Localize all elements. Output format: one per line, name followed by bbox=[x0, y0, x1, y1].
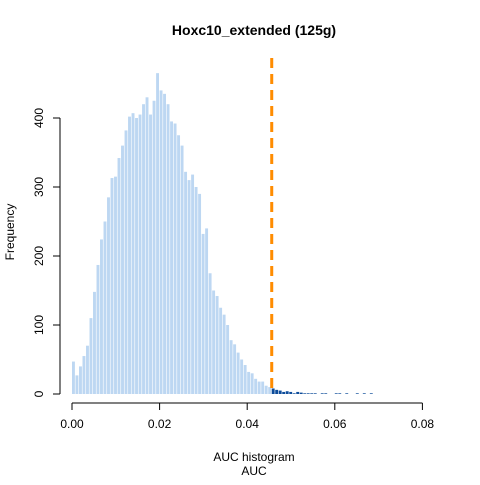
histogram-bar bbox=[152, 100, 156, 394]
histogram-bar bbox=[212, 290, 216, 394]
histogram-bar bbox=[250, 373, 254, 394]
y-axis-label: Frequency bbox=[3, 204, 17, 261]
histogram-bar bbox=[222, 314, 226, 394]
histogram-bar bbox=[198, 193, 202, 394]
histogram-bar bbox=[170, 121, 174, 394]
histogram-bar bbox=[369, 393, 373, 394]
histogram-bar bbox=[145, 97, 149, 395]
histogram-bar bbox=[180, 145, 184, 394]
histogram-bar bbox=[96, 264, 100, 394]
histogram-bar bbox=[299, 392, 303, 394]
histogram-bar bbox=[114, 176, 117, 394]
histogram-bar bbox=[194, 187, 198, 394]
histogram-bar bbox=[103, 221, 107, 394]
x-tick-label: 0.06 bbox=[323, 417, 347, 431]
y-axis: 0 100 200 300 400 bbox=[32, 108, 61, 397]
histogram-bar bbox=[191, 174, 195, 394]
histogram-bar bbox=[156, 73, 159, 395]
x-tick-label: 0.02 bbox=[148, 417, 172, 431]
histogram-bar bbox=[149, 114, 152, 395]
histogram-bar bbox=[138, 114, 142, 395]
histogram-bar bbox=[285, 391, 289, 394]
histogram-bar bbox=[187, 180, 191, 394]
y-tick-label: 0 bbox=[32, 390, 46, 397]
histogram-bar bbox=[261, 381, 265, 394]
histogram-bar bbox=[324, 393, 328, 394]
histogram-bar bbox=[107, 197, 110, 394]
histogram-bar bbox=[82, 356, 86, 394]
histogram-bar bbox=[268, 387, 272, 394]
histogram-bar bbox=[226, 325, 230, 394]
histogram-bar bbox=[184, 171, 188, 394]
histogram-bar bbox=[254, 378, 258, 394]
histogram-bar bbox=[219, 307, 223, 394]
x-tick-label: 0.00 bbox=[60, 417, 84, 431]
x-tick-label: 0.04 bbox=[236, 417, 260, 431]
histogram-bars bbox=[72, 73, 373, 395]
y-tick-label: 400 bbox=[32, 108, 46, 128]
histogram-bar bbox=[110, 178, 114, 394]
histogram-bar bbox=[362, 393, 366, 394]
y-tick-label: 200 bbox=[32, 246, 46, 266]
histogram-bar bbox=[135, 118, 138, 394]
histogram-bar bbox=[124, 130, 128, 395]
histogram-bar bbox=[296, 391, 300, 394]
histogram-bar bbox=[233, 344, 237, 394]
x-axis: 0.00 0.02 0.04 0.06 0.08 bbox=[60, 402, 435, 431]
histogram-bar bbox=[236, 352, 240, 394]
histogram-bar bbox=[275, 389, 279, 394]
histogram-bar bbox=[289, 391, 293, 394]
histogram-bar bbox=[229, 340, 233, 394]
histogram-bar bbox=[100, 239, 103, 394]
x-tick-label: 0.08 bbox=[411, 417, 435, 431]
histogram-bar bbox=[306, 393, 310, 394]
y-tick-label: 300 bbox=[32, 177, 46, 197]
histogram-bar bbox=[257, 381, 261, 394]
histogram-bar bbox=[89, 318, 93, 394]
histogram-bar bbox=[303, 393, 307, 394]
histogram-bar bbox=[313, 393, 317, 394]
x-axis-sublabel: AUC bbox=[241, 464, 267, 478]
histogram-bar bbox=[310, 393, 314, 394]
histogram-bar bbox=[86, 345, 89, 394]
histogram-bar bbox=[205, 228, 209, 394]
histogram-bar bbox=[247, 371, 251, 394]
histogram-bar bbox=[93, 291, 96, 394]
histogram-bar bbox=[338, 393, 342, 394]
histogram-bar bbox=[79, 366, 82, 394]
histogram-bar bbox=[334, 393, 338, 394]
histogram-bar bbox=[292, 393, 296, 394]
histogram-bar bbox=[128, 116, 131, 395]
histogram-bar bbox=[240, 359, 244, 394]
histogram-bar bbox=[173, 123, 177, 395]
histogram-bar bbox=[163, 93, 166, 394]
histogram-bar bbox=[75, 375, 79, 394]
histogram-bar bbox=[215, 296, 219, 394]
histogram-bar bbox=[264, 385, 268, 394]
histogram-bar bbox=[72, 361, 75, 394]
y-tick-label: 100 bbox=[32, 315, 46, 335]
chart-title: Hoxc10_extended (125g) bbox=[172, 22, 336, 38]
histogram-bar bbox=[142, 104, 145, 394]
histogram-bar bbox=[121, 145, 124, 394]
histogram-bar bbox=[243, 365, 247, 394]
histogram-bar bbox=[201, 233, 205, 394]
histogram-bar bbox=[131, 113, 135, 395]
histogram-bar bbox=[355, 393, 359, 394]
histogram-bar bbox=[282, 391, 286, 394]
histogram-bar bbox=[166, 104, 170, 394]
histogram-bar bbox=[271, 388, 275, 394]
x-axis-label: AUC histogram bbox=[213, 450, 294, 464]
histogram-bar bbox=[320, 393, 324, 394]
histogram-bar bbox=[117, 158, 121, 394]
histogram-bar bbox=[208, 273, 212, 394]
histogram-bar bbox=[278, 390, 282, 394]
histogram-bar bbox=[159, 90, 163, 395]
histogram-bar bbox=[177, 135, 181, 394]
histogram-bar bbox=[345, 393, 349, 394]
